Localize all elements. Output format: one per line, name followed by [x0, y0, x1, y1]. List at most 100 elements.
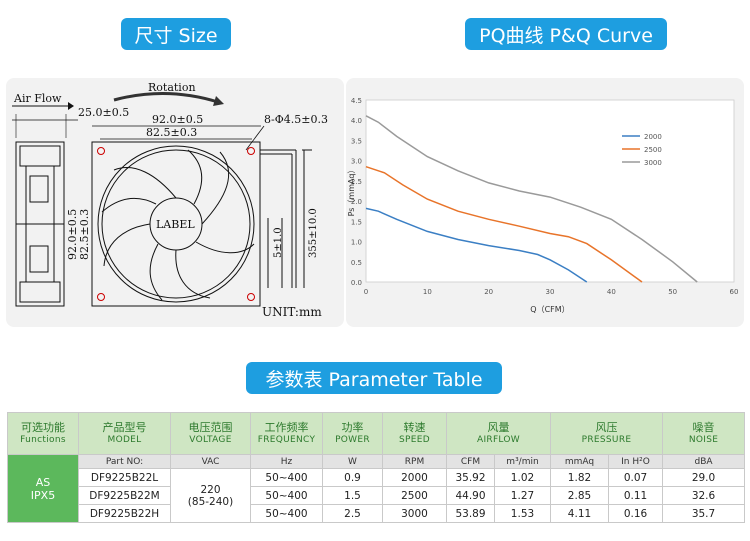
dim-825-top-label: 82.5±0.3 — [146, 126, 197, 139]
header-model: 产品型号 MODEL — [78, 412, 171, 455]
unit-voltage: VAC — [170, 454, 251, 469]
inh2o-cell: 0.16 — [607, 504, 664, 523]
inh2o-cell: 0.07 — [607, 468, 664, 487]
unit-mmaq: mmAq — [550, 454, 609, 469]
air-flow-arrow — [68, 102, 74, 110]
unit-cfm: CFM — [446, 454, 495, 469]
x-tick-label: 20 — [484, 288, 493, 296]
fan-front-view — [91, 141, 261, 307]
unit-noise: dBA — [662, 454, 746, 469]
series-line-2500 — [365, 165, 643, 283]
x-tick-label: 40 — [607, 288, 616, 296]
table-row: DF9225B22M 50~400 1.5 2500 44.90 1.27 2.… — [8, 486, 746, 505]
series-line-2000 — [365, 207, 588, 283]
rotation-label: Rotation — [148, 81, 196, 94]
cfm-cell: 44.90 — [446, 486, 495, 505]
rotation-arrow — [113, 91, 219, 104]
y-tick-label: 1.0 — [351, 239, 362, 247]
mmaq-cell: 1.82 — [550, 468, 609, 487]
frequency-cell: 50~400 — [250, 486, 323, 505]
table-row: DF9225B22L 220 (85-240) 50~400 0.9 2000 3… — [8, 468, 746, 523]
y-tick-label: 1.5 — [351, 218, 362, 226]
mmaq-cell: 2.85 — [550, 486, 609, 505]
m3-cell: 1.53 — [494, 504, 551, 523]
frequency-cell: 50~400 — [250, 468, 323, 487]
header-functions: 可选功能 Functions — [7, 412, 79, 455]
fan-side-view — [15, 141, 65, 307]
header-voltage: 电压范围 VOLTAGE — [170, 412, 251, 455]
y-tick-label: 2.0 — [351, 198, 362, 206]
parameter-table: 可选功能 Functions 产品型号 MODEL 电压范围 VOLTAGE 工作频率… — [7, 412, 746, 523]
param-table-header: 参数表 Parameter Table — [246, 362, 502, 394]
speed-cell: 2000 — [382, 468, 447, 487]
x-tick-label: 0 — [364, 288, 368, 296]
m3-cell: 1.02 — [494, 468, 551, 487]
header-pressure: 风压 PRESSURE — [549, 412, 664, 455]
fan-label: LABEL — [156, 218, 195, 231]
unit-label: UNIT:mm — [262, 305, 322, 319]
unit-speed: RPM — [382, 454, 447, 469]
function-cell: AS IPX5 — [7, 454, 79, 523]
pq-chart-panel: 0.0 0.5 1.0 1.5 2.0 2.5 3.0 3.5 4.0 4.5 0 10 20 30 40 5… — [346, 78, 744, 327]
header-speed: 转速 SPEED — [382, 412, 447, 455]
table-header-row: 可选功能 Functions 产品型号 MODEL 电压范围 VOLTAGE 工作频率… — [7, 412, 746, 455]
unit-model: Part NO: — [78, 454, 171, 469]
speed-cell: 2500 — [382, 486, 447, 505]
legend-label-2000: 2000 — [644, 133, 662, 141]
power-cell: 2.5 — [322, 504, 383, 523]
fan-dimension-drawing: Air Flow Rotation 25.0±0.5 92.0±0.5 82.5… — [12, 81, 328, 319]
size-drawing-panel: Air Flow Rotation 25.0±0.5 92.0±0.5 82.5… — [6, 78, 344, 327]
unit-m3: m³/min — [494, 454, 551, 469]
unit-power: W — [322, 454, 383, 469]
y-tick-label: 4.5 — [351, 97, 362, 105]
speed-cell: 3000 — [382, 504, 447, 523]
noise-cell: 32.6 — [662, 486, 746, 505]
frequency-cell: 50~400 — [250, 504, 323, 523]
plot-area — [365, 99, 735, 283]
dim-5-label: 5±1.0 — [273, 227, 284, 258]
noise-cell: 29.0 — [662, 468, 746, 487]
y-tick-label: 4.0 — [351, 117, 362, 125]
legend-label-3000: 3000 — [644, 159, 662, 167]
lead-wires — [260, 149, 312, 288]
inh2o-cell: 0.11 — [607, 486, 664, 505]
dim-355-label: 355±10.0 — [308, 208, 319, 258]
m3-cell: 1.27 — [494, 486, 551, 505]
header-power: 功率 POWER — [322, 412, 383, 455]
pq-curve-header: PQ曲线 P&Q Curve — [465, 18, 667, 50]
power-cell: 1.5 — [322, 486, 383, 505]
x-axis-label: Q（CFM） — [530, 305, 569, 314]
power-cell: 0.9 — [322, 468, 383, 487]
y-tick-label: 0.0 — [351, 279, 362, 287]
dim-825-side-label: 82.5±0.3 — [78, 209, 91, 260]
model-cell: DF9225B22L — [78, 468, 171, 487]
size-header: 尺寸 Size — [121, 18, 231, 50]
series-line-3000 — [365, 115, 698, 283]
unit-inh2o: In H²O — [607, 454, 664, 469]
dim-25-label: 25.0±0.5 — [78, 106, 129, 119]
table-row: DF9225B22H 50~400 2.5 3000 53.89 1.53 4.… — [8, 504, 746, 523]
cfm-cell: 53.89 — [446, 504, 495, 523]
unit-frequency: Hz — [250, 454, 323, 469]
table-units-row: AS IPX5 Part NO: VAC Hz W RPM CFM m³/min … — [7, 454, 746, 523]
x-tick-label: 30 — [546, 288, 555, 296]
dim-92-side-label: 92.0±0.5 — [66, 209, 79, 260]
header-airflow: 风量 AIRFLOW — [446, 412, 551, 455]
mmaq-cell: 4.11 — [550, 504, 609, 523]
model-cell: DF9225B22M — [78, 486, 171, 505]
voltage-cell: 220 (85-240) — [170, 468, 251, 523]
model-cell: DF9225B22H — [78, 504, 171, 523]
y-tick-label: 3.0 — [351, 158, 362, 166]
cfm-cell: 35.92 — [446, 468, 495, 487]
pq-curve-chart: 0.0 0.5 1.0 1.5 2.0 2.5 3.0 3.5 4.0 4.5 0 10 20 30 40 5… — [347, 97, 738, 314]
legend-label-2500: 2500 — [644, 146, 662, 154]
x-tick-label: 50 — [668, 288, 677, 296]
y-tick-label: 3.5 — [351, 137, 362, 145]
y-tick-label: 2.5 — [351, 178, 362, 186]
noise-cell: 35.7 — [662, 504, 746, 523]
mounting-holes — [97, 147, 255, 301]
hole-spec-label: 8-Φ4.5±0.3 — [264, 113, 328, 126]
dim-92-top-label: 92.0±0.5 — [152, 113, 203, 126]
y-axis-label: Ps（mmAq） — [347, 166, 356, 217]
y-tick-label: 0.5 — [351, 259, 362, 267]
